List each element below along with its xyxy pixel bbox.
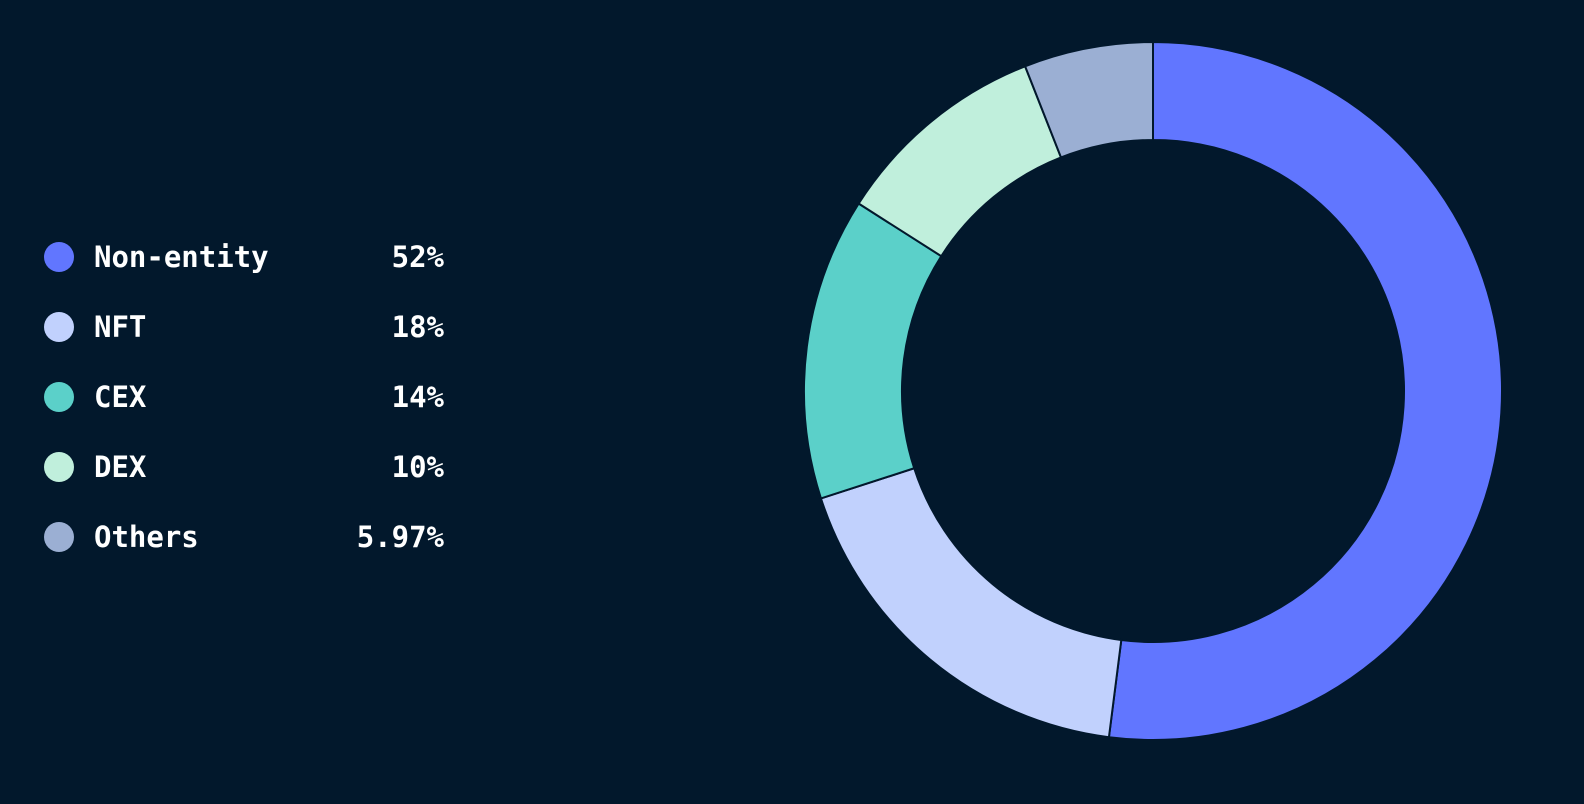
legend-swatch-nft bbox=[44, 312, 74, 342]
legend-value-dex: 10% bbox=[391, 450, 444, 484]
legend-value-nft: 18% bbox=[391, 310, 444, 344]
legend-item-others: Others 5.97% bbox=[44, 502, 444, 572]
legend-label-dex: DEX bbox=[94, 450, 147, 484]
legend-value-non-entity: 52% bbox=[391, 240, 444, 274]
donut-slice-others bbox=[1023, 40, 1154, 159]
legend-item-dex: DEX 10% bbox=[44, 432, 444, 502]
donut-slice-non-entity bbox=[1107, 40, 1503, 741]
legend-swatch-non-entity bbox=[44, 242, 74, 272]
legend-swatch-cex bbox=[44, 382, 74, 412]
donut-slice-cex bbox=[803, 202, 943, 500]
legend-label-cex: CEX bbox=[94, 380, 147, 414]
donut-slice-nft bbox=[819, 466, 1123, 739]
legend-value-cex: 14% bbox=[391, 380, 444, 414]
legend-swatch-dex bbox=[44, 452, 74, 482]
chart-legend: Non-entity 52% NFT 18% CEX 14% DEX 10% O… bbox=[44, 222, 444, 572]
legend-label-nft: NFT bbox=[94, 310, 147, 344]
legend-label-others: Others bbox=[94, 520, 199, 554]
legend-item-nft: NFT 18% bbox=[44, 292, 444, 362]
legend-label-non-entity: Non-entity bbox=[94, 240, 269, 274]
legend-item-non-entity: Non-entity 52% bbox=[44, 222, 444, 292]
legend-value-others: 5.97% bbox=[356, 520, 444, 554]
legend-item-cex: CEX 14% bbox=[44, 362, 444, 432]
legend-swatch-others bbox=[44, 522, 74, 552]
